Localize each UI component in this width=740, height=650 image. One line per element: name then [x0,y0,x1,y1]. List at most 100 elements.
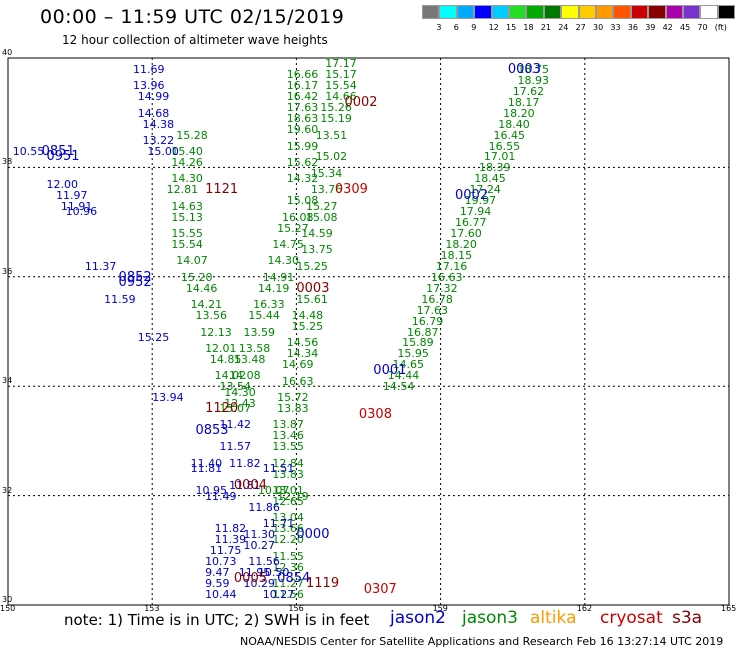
x-tick-label: 156 [288,604,304,613]
y-tick-label: 38 [2,157,13,167]
wave-height-value: 16.78 [421,292,453,306]
wave-height-value: 16.77 [455,216,487,230]
map-subtitle: 12 hour collection of altimeter wave hei… [62,33,328,47]
wave-height-value: 10.95 [195,484,227,498]
wave-height-value: 17.63 [416,303,449,317]
wave-height-value: 12.43 [224,396,256,410]
colorbar-swatch [717,5,736,19]
wave-height-value: 18.39 [479,161,511,175]
wave-height-value: 18.17 [507,95,540,109]
y-tick-label: 40 [2,48,13,57]
wave-height-value: 11.27 [272,577,304,591]
wave-height-value: 11.37 [84,259,117,273]
colorbar-swatch [578,5,596,19]
wave-height-value: 14.07 [176,254,208,268]
wave-height-value: 11.86 [248,500,280,514]
wave-height-value: 15.55 [171,227,203,241]
wave-height-value: 15.54 [171,237,203,251]
wave-height-value: 14.08 [229,369,261,383]
wave-height-value: 13.87 [272,418,304,432]
wave-height-value: 15.26 [320,101,352,115]
wave-height-value: 15.72 [277,391,309,405]
wave-height-value: 15.25 [296,259,328,273]
wave-height-value: 10.27 [243,538,276,552]
x-tick-label: 159 [432,604,448,613]
y-tick-label: 30 [2,595,13,604]
wave-height-value: 14.19 [257,281,290,295]
wave-height-value: 15.40 [171,144,203,158]
pass-id: 0000 [296,526,330,542]
wave-height-value: 17.01 [483,150,516,164]
legend-jason2: jason2 [390,608,446,628]
wave-height-value: 15.34 [310,166,343,180]
wave-height-value: 13.55 [272,440,304,454]
wave-height-value: 15.62 [286,155,319,169]
colorbar-label: 33 [610,23,621,32]
map-frame [7,57,730,606]
wave-height-value: 10.73 [205,555,237,569]
wave-height-value: 17.16 [435,259,468,273]
wave-height-value: 11.91 [60,199,93,213]
wave-height-value: 11.49 [205,489,237,503]
wave-height-value: 14.30 [171,172,203,186]
wave-height-value: 12.81 [166,183,199,197]
wave-height-value: 17.63 [286,101,319,115]
wave-height-value: 15.08 [286,194,319,208]
colorbar-swatch [439,5,457,19]
wave-height-value: 15.25 [137,330,170,344]
wave-height-value: 13.83 [272,467,304,481]
wave-height-value: 14.44 [387,369,420,383]
colorbar-swatch [683,5,701,19]
wave-height-value: 15.25 [291,320,324,334]
pass-id: 0005 [233,570,267,586]
legend-altika: altika [530,608,577,628]
pass-id: 0307 [363,581,397,597]
wave-height-value: 13.59 [243,325,276,339]
colorbar-label: 27 [575,23,586,32]
wave-height-value: 11.55 [272,549,304,563]
wave-height-value: 11.82 [214,522,247,536]
wave-height-value: 16.17 [286,79,319,93]
wave-height-value: 13.75 [301,243,333,257]
colorbar-swatch [422,5,440,19]
colorbar-swatch [491,5,509,19]
wave-height-value: 13.04 [272,511,304,525]
wave-height-value: 14.56 [286,336,319,350]
wave-height-value: 15.17 [325,68,357,82]
wave-height-value: 16.63 [430,270,463,284]
wave-height-value: 13.51 [315,128,348,142]
wave-height-value: 14.21 [190,298,223,312]
wave-height-value: 11.71 [262,516,295,530]
colorbar-label: (ft) [714,23,727,32]
pass-id: 0004 [233,477,267,493]
wave-height-value: 14.48 [291,309,324,323]
y-tick-label: 32 [2,485,13,495]
wave-height-value: 16.63 [281,374,314,388]
pass-id: 1119 [306,576,340,592]
wave-height-value: 12.13 [200,325,232,339]
wave-height-value: 12.84 [272,456,304,470]
colorbar-label: 39 [645,23,656,32]
wave-height-value: 11.69 [132,62,165,76]
wave-height-value: 11.95 [238,566,271,580]
wave-height-value: 18.20 [503,106,535,120]
pass-id: 0853 [195,422,229,438]
wave-height-value: 10.27 [262,588,295,602]
wave-height-value: 13.66 [272,522,304,536]
wave-height-value: 13.94 [152,391,184,405]
x-tick-label: 162 [576,604,593,613]
wave-height-value: 19.97 [464,194,497,208]
wave-height-value: 14.65 [392,358,425,372]
wave-height-value: 17.32 [426,281,458,295]
legend-s3a: s3a [672,608,703,628]
wave-height-value: 11.82 [229,456,261,470]
wave-height-value: 13.58 [238,341,271,355]
pass-id: 0003 [507,61,541,77]
wave-height-value: 16.55 [488,139,521,153]
pass-id: 0854 [277,570,311,586]
wave-height-value: 17.17 [325,57,357,71]
colorbar-swatch [543,5,562,19]
colorbar-swatch [648,5,666,19]
wave-height-value: 15.00 [147,144,179,158]
wave-height-value: 10.29 [243,577,276,591]
